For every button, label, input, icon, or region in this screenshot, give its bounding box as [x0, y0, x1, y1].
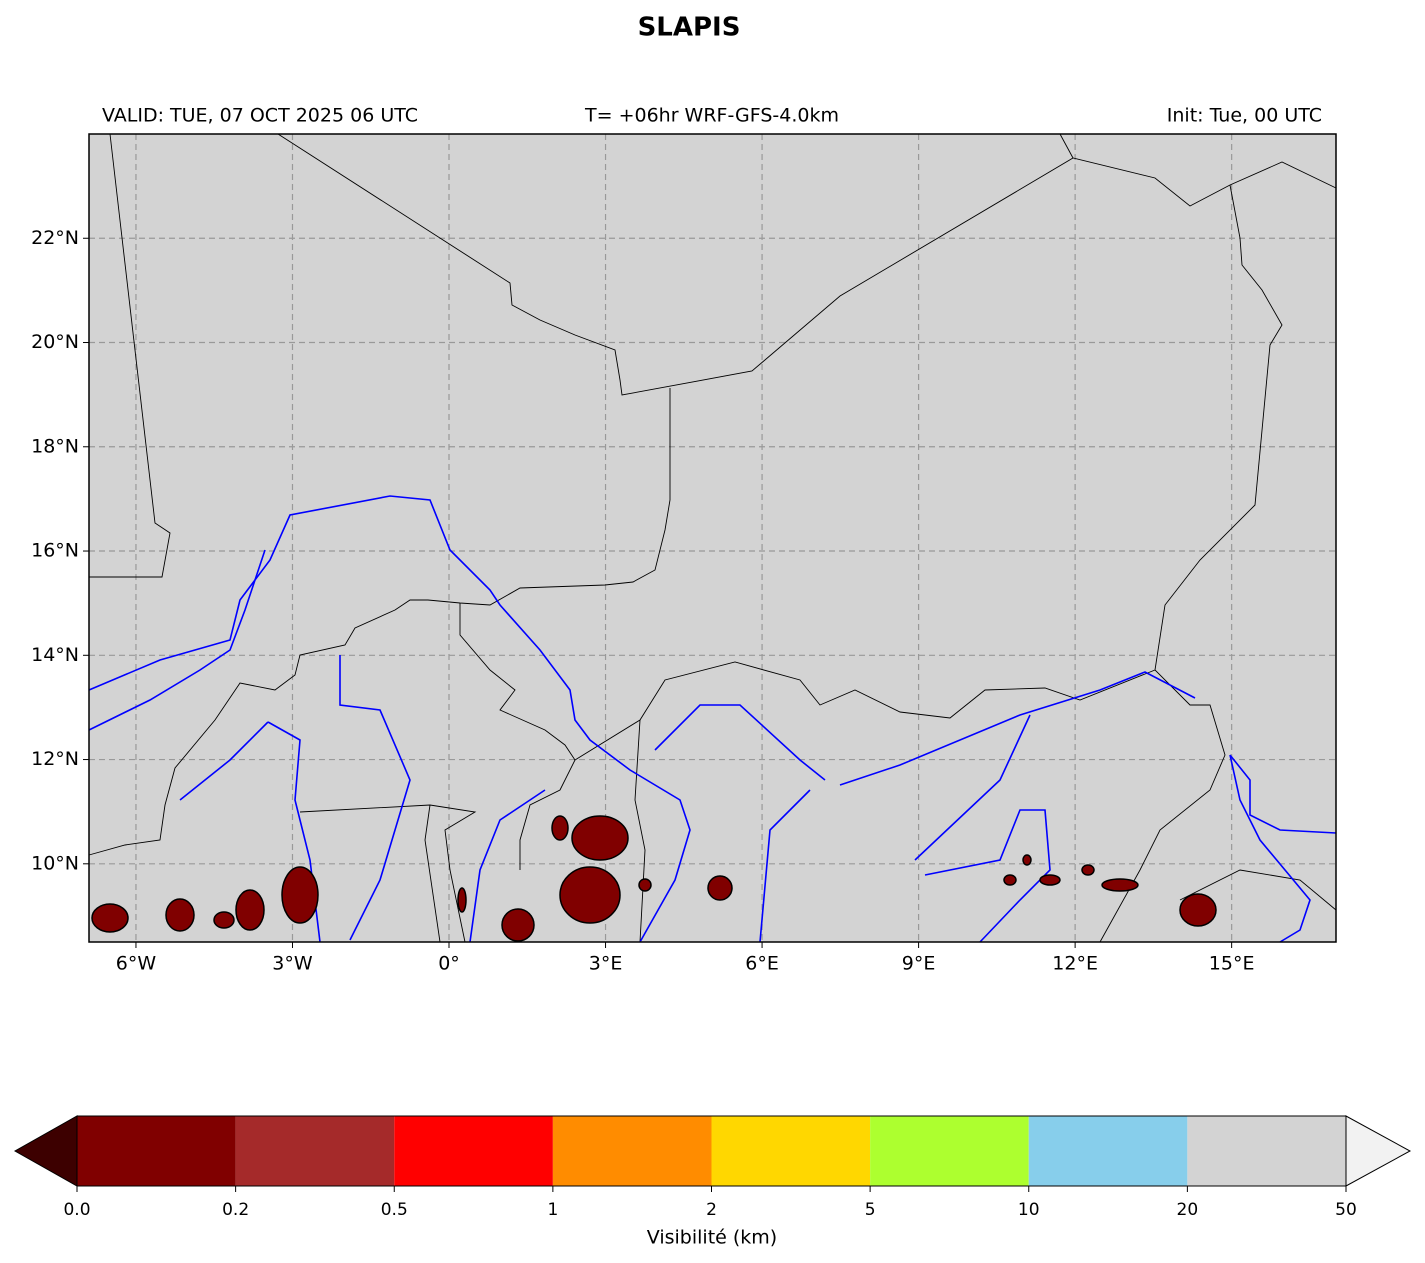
x-tick-label: 0° — [438, 953, 460, 975]
x-tick-label: 6°W — [116, 953, 157, 975]
colorbar-extend-high — [1345, 1115, 1412, 1187]
y-tick-label: 14°N — [31, 644, 79, 666]
y-tick-label: 16°N — [31, 540, 79, 562]
colorbar-tick-label: 5 — [865, 1200, 876, 1220]
valid-time: VALID: TUE, 07 OCT 2025 06 UTC — [102, 105, 418, 127]
colorbar-segment — [77, 1116, 236, 1186]
colorbar-segment — [394, 1116, 553, 1186]
colorbar: 0.0 0.2 0.5 1 2 5 10 20 50 — [13, 1115, 1412, 1220]
fog-areas — [91, 815, 1217, 942]
colorbar-tick-label: 2 — [706, 1200, 717, 1220]
x-tick-label: 12°E — [1052, 953, 1098, 975]
colorbar-extend-low — [13, 1115, 78, 1187]
colorbar-tick-label: 20 — [1177, 1200, 1199, 1220]
colorbar-segment — [552, 1116, 712, 1186]
x-tick-label: 3°E — [589, 953, 623, 975]
colorbar-tick-label: 50 — [1335, 1200, 1357, 1220]
colorbar-segment — [1187, 1116, 1346, 1186]
x-tick-label: 15°E — [1209, 953, 1255, 975]
x-tick-label: 3°W — [272, 953, 313, 975]
colorbar-segment — [711, 1116, 871, 1186]
colorbar-tick-label: 1 — [547, 1200, 558, 1220]
model-info: T= +06hr WRF-GFS-4.0km — [584, 105, 839, 127]
y-tick-label: 10°N — [31, 852, 79, 874]
x-tick-label: 6°E — [745, 953, 779, 975]
title: SLAPIS — [638, 13, 741, 43]
grid — [89, 134, 1336, 942]
y-tick-label: 18°N — [31, 435, 79, 457]
colorbar-segment — [1028, 1116, 1188, 1186]
y-tick-label: 22°N — [31, 227, 79, 249]
colorbar-tick-label: 10 — [1018, 1200, 1040, 1220]
borders — [88, 133, 1337, 943]
map-frame — [88, 133, 1337, 943]
colorbar-tick-label: 0.0 — [63, 1200, 90, 1220]
colorbar-segment — [235, 1116, 395, 1186]
init-time: Init: Tue, 00 UTC — [1167, 105, 1322, 127]
colorbar-label: Visibilité (km) — [647, 1227, 777, 1249]
map-background — [89, 134, 1336, 942]
y-tick-label: 12°N — [31, 748, 79, 770]
colorbar-tick-label: 0.2 — [222, 1200, 249, 1220]
colorbar-tick-label: 0.5 — [381, 1200, 408, 1220]
y-tick-label: 20°N — [31, 331, 79, 353]
colorbar-segment — [870, 1116, 1029, 1186]
x-tick-label: 9°E — [902, 953, 936, 975]
